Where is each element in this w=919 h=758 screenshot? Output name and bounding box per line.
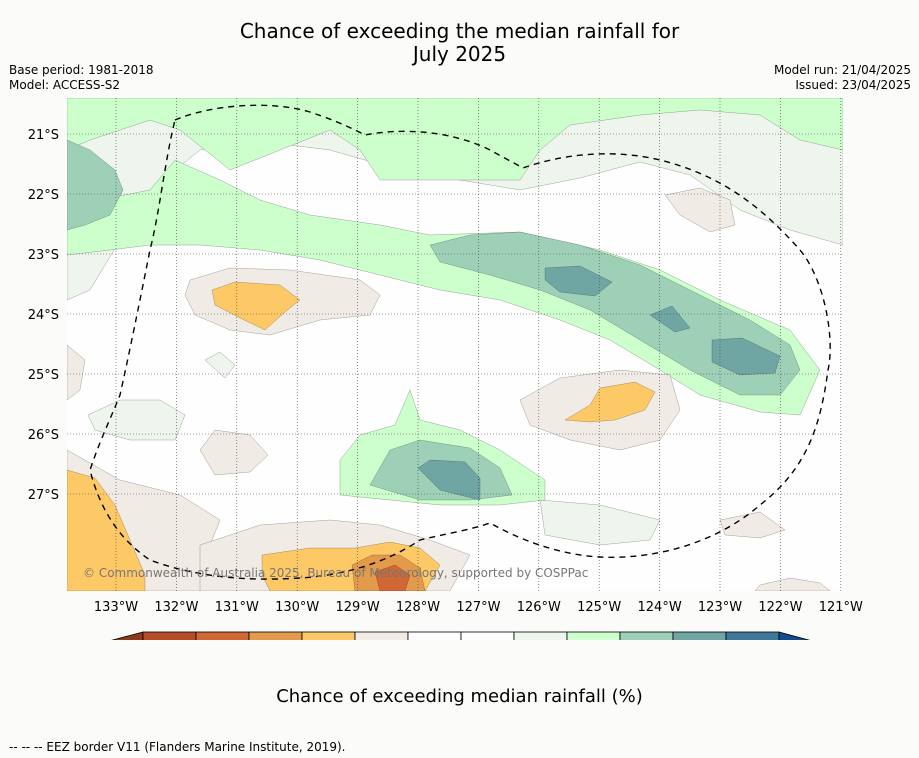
lon-label: 126°W xyxy=(517,600,561,615)
colorbar-segment xyxy=(354,631,409,640)
lon-label: 123°W xyxy=(698,600,742,615)
contour-60-top xyxy=(67,98,843,181)
colorbar-low-extend xyxy=(111,631,144,640)
copyright-notice: © Commonwealth of Australia 2025, Bureau… xyxy=(83,566,588,580)
map-fill-layer xyxy=(67,98,843,591)
contour-65-west xyxy=(67,139,124,231)
lon-label: 128°W xyxy=(396,600,440,615)
contour-60-left xyxy=(67,159,821,416)
contour-40-e xyxy=(664,187,736,233)
contour-35-b xyxy=(564,381,656,423)
issued-date: Issued: 23/04/2025 xyxy=(795,78,911,92)
lat-label: 22°S xyxy=(28,188,59,203)
colorbar-title: Chance of exceeding median rainfall (%) xyxy=(276,686,643,707)
lon-label: 121°W xyxy=(819,600,863,615)
colorbar-segment xyxy=(301,631,356,640)
colorbar-segment xyxy=(407,631,462,640)
longitude-gridlines xyxy=(115,98,842,591)
lon-label: 131°W xyxy=(215,600,259,615)
contour-55-small xyxy=(204,351,236,379)
lat-label: 23°S xyxy=(28,248,59,263)
colorbar-segment xyxy=(566,631,621,640)
lon-label: 130°W xyxy=(275,600,319,615)
latitude-gridlines xyxy=(67,133,843,495)
contour-70-c xyxy=(711,337,781,376)
latitude-labels: 21°S 22°S 23°S 24°S 25°S 26°S 27°S xyxy=(28,128,59,503)
contour-25 xyxy=(374,564,411,591)
base-period: Base period: 1981-2018 xyxy=(9,63,154,77)
lat-label: 27°S xyxy=(28,488,59,503)
model-run: Model run: 21/04/2025 xyxy=(773,63,911,77)
lon-label: 132°W xyxy=(154,600,198,615)
eez-footnote: -- -- -- EEZ border V11 (Flanders Marine… xyxy=(9,740,346,754)
lon-label: 125°W xyxy=(577,600,621,615)
eez-border xyxy=(89,104,831,580)
map-title-line2: July 2025 xyxy=(412,42,507,66)
colorbar-segment xyxy=(195,631,250,640)
colorbar: 20253035404550556065707580 xyxy=(111,631,811,640)
lon-label: 133°W xyxy=(94,600,138,615)
colorbar-high-extend xyxy=(778,631,811,640)
lon-label: 127°W xyxy=(456,600,500,615)
contour-70-south xyxy=(417,459,481,501)
colorbar-segment xyxy=(142,631,197,640)
longitude-labels: 133°W 132°W 131°W 130°W 129°W 128°W 127°W 126°W… xyxy=(94,600,863,615)
colorbar-segment xyxy=(619,631,674,640)
lon-label: 129°W xyxy=(336,600,380,615)
contour-40-g xyxy=(67,344,86,401)
contour-55-southeast xyxy=(539,499,661,546)
contour-70-a xyxy=(544,265,613,297)
colorbar-segment xyxy=(513,631,568,640)
colorbar-segment xyxy=(248,631,303,640)
colorbar-segment xyxy=(672,631,727,640)
contour-35-c xyxy=(67,469,146,591)
map-title-line1: Chance of exceeding the median rainfall … xyxy=(239,19,680,43)
colorbar-segment xyxy=(460,631,515,640)
contour-40-f xyxy=(199,429,269,476)
model-name: Model: ACCESS-S2 xyxy=(9,78,121,92)
contour-40-i xyxy=(754,577,831,591)
contour-40-h xyxy=(719,511,786,539)
lat-label: 21°S xyxy=(28,128,59,143)
lon-label: 124°W xyxy=(638,600,682,615)
lat-label: 26°S xyxy=(28,428,59,443)
colorbar-segment xyxy=(725,631,780,640)
lat-label: 24°S xyxy=(28,308,59,323)
lat-label: 25°S xyxy=(28,368,59,383)
contour-70-b xyxy=(649,305,691,333)
rainfall-map: © Commonwealth of Australia 2025, Bureau… xyxy=(28,98,863,640)
contour-55-southwest xyxy=(87,399,186,441)
contour-35-a xyxy=(211,281,301,331)
contour-65-main xyxy=(429,231,801,396)
lon-label: 122°W xyxy=(758,600,802,615)
